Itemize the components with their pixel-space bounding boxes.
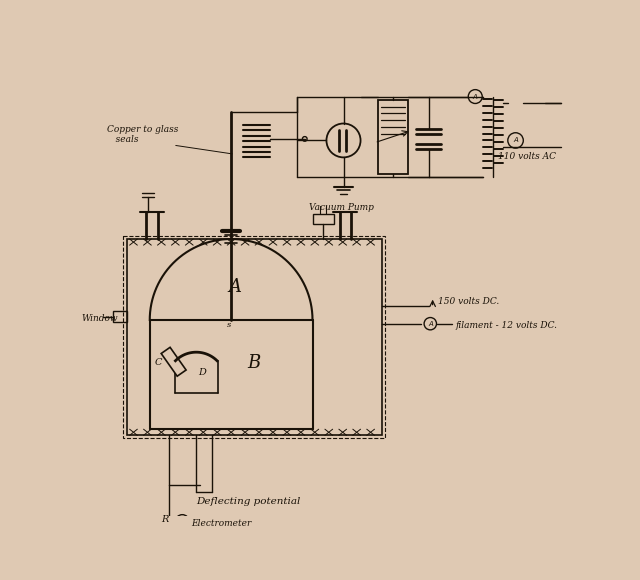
Text: s: s <box>227 321 232 329</box>
Text: Electrometer: Electrometer <box>191 519 252 528</box>
Text: B: B <box>248 354 261 372</box>
Text: Vacuum Pump: Vacuum Pump <box>308 203 374 212</box>
Text: A: A <box>428 321 433 327</box>
Text: 110 volts AC: 110 volts AC <box>499 152 557 161</box>
Text: Copper to glass
   seals: Copper to glass seals <box>107 125 179 144</box>
Text: Window: Window <box>81 314 118 322</box>
Bar <box>113 311 127 322</box>
Text: A: A <box>513 137 518 143</box>
Text: A: A <box>473 93 477 100</box>
Bar <box>161 347 186 376</box>
Bar <box>312 213 334 224</box>
Text: R: R <box>161 514 169 524</box>
Bar <box>127 239 382 436</box>
Text: C: C <box>154 358 162 367</box>
Text: 150 volts DC.: 150 volts DC. <box>438 297 499 306</box>
Text: Deflecting potential: Deflecting potential <box>196 497 301 506</box>
Text: D: D <box>198 368 205 376</box>
Bar <box>378 100 408 173</box>
Text: A: A <box>228 277 241 295</box>
Bar <box>124 236 385 438</box>
Text: filament - 12 volts DC.: filament - 12 volts DC. <box>456 321 558 329</box>
